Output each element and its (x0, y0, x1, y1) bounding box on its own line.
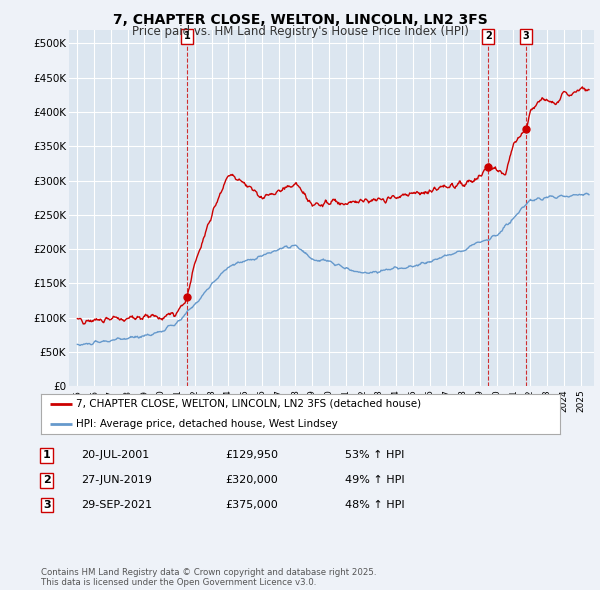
Text: 3: 3 (43, 500, 50, 510)
Text: 7, CHAPTER CLOSE, WELTON, LINCOLN, LN2 3FS (detached house): 7, CHAPTER CLOSE, WELTON, LINCOLN, LN2 3… (76, 399, 421, 408)
Text: HPI: Average price, detached house, West Lindsey: HPI: Average price, detached house, West… (76, 419, 338, 428)
Text: 7, CHAPTER CLOSE, WELTON, LINCOLN, LN2 3FS: 7, CHAPTER CLOSE, WELTON, LINCOLN, LN2 3… (113, 13, 487, 27)
Text: 1: 1 (43, 451, 50, 460)
Text: Contains HM Land Registry data © Crown copyright and database right 2025.
This d: Contains HM Land Registry data © Crown c… (41, 568, 376, 587)
Text: £320,000: £320,000 (225, 476, 278, 485)
Text: 49% ↑ HPI: 49% ↑ HPI (345, 476, 404, 485)
Text: 48% ↑ HPI: 48% ↑ HPI (345, 500, 404, 510)
Text: Price paid vs. HM Land Registry's House Price Index (HPI): Price paid vs. HM Land Registry's House … (131, 25, 469, 38)
Text: 3: 3 (523, 31, 529, 41)
Text: 29-SEP-2021: 29-SEP-2021 (81, 500, 152, 510)
Text: 20-JUL-2001: 20-JUL-2001 (81, 451, 149, 460)
Text: £129,950: £129,950 (225, 451, 278, 460)
Text: £375,000: £375,000 (225, 500, 278, 510)
Text: 2: 2 (485, 31, 491, 41)
Text: 27-JUN-2019: 27-JUN-2019 (81, 476, 152, 485)
Text: 2: 2 (43, 476, 50, 485)
Text: 1: 1 (184, 31, 191, 41)
Text: 53% ↑ HPI: 53% ↑ HPI (345, 451, 404, 460)
